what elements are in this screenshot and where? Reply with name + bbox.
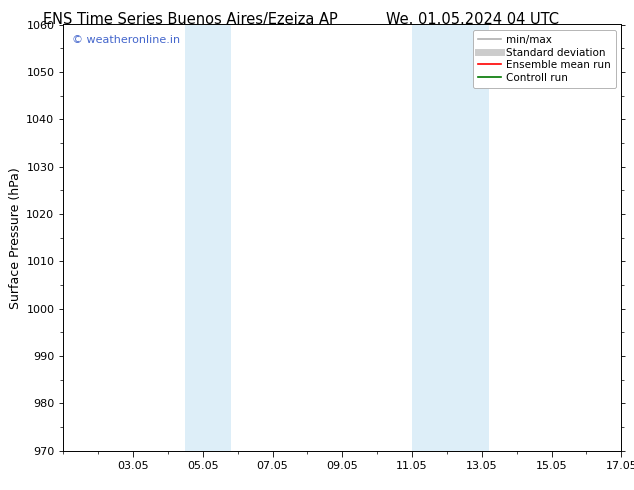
Text: We. 01.05.2024 04 UTC: We. 01.05.2024 04 UTC [386, 12, 559, 27]
Legend: min/max, Standard deviation, Ensemble mean run, Controll run: min/max, Standard deviation, Ensemble me… [473, 30, 616, 88]
Y-axis label: Surface Pressure (hPa): Surface Pressure (hPa) [9, 167, 22, 309]
Bar [412, 24, 489, 451]
Text: ENS Time Series Buenos Aires/Ezeiza AP: ENS Time Series Buenos Aires/Ezeiza AP [43, 12, 337, 27]
Text: © weatheronline.in: © weatheronline.in [72, 35, 180, 45]
Bar [185, 24, 231, 451]
